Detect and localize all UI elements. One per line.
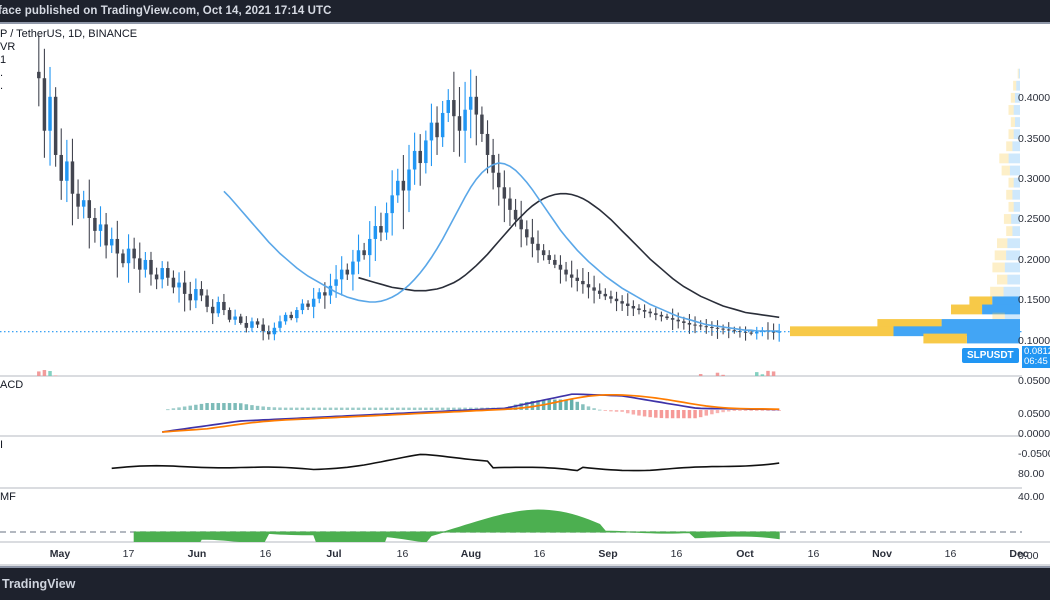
time-axis-label: 16 bbox=[397, 548, 409, 560]
rsi-axis-label: 80.00 bbox=[1018, 468, 1048, 480]
time-axis-label: 16 bbox=[534, 548, 546, 560]
rsi-line bbox=[112, 454, 780, 470]
price-axis-label: 0.2000 bbox=[1018, 254, 1048, 266]
time-axis-label: Oct bbox=[736, 548, 754, 560]
publication-header-bar: face published on TradingView.com, Oct 1… bbox=[0, 0, 1050, 22]
legend-indicator-3[interactable]: . bbox=[0, 67, 137, 80]
rsi-axis-label: 40.00 bbox=[1018, 491, 1048, 503]
legend-indicator-4[interactable]: . bbox=[0, 80, 137, 93]
time-axis-label: May bbox=[50, 548, 70, 560]
time-axis-label: Jun bbox=[188, 548, 207, 560]
macd-histogram bbox=[166, 400, 781, 419]
candlestick-series bbox=[37, 36, 781, 342]
price-axis-label: 0.2500 bbox=[1018, 213, 1048, 225]
time-axis-label: Dec bbox=[1009, 548, 1028, 560]
time-axis-label: 16 bbox=[671, 548, 683, 560]
time-axis-label: 16 bbox=[808, 548, 820, 560]
price-axis-label: 0.0500 bbox=[1018, 375, 1048, 387]
macd-line bbox=[162, 394, 779, 432]
price-axis-label: 0.4000 bbox=[1018, 92, 1048, 104]
chart-legend: P / TetherUS, 1D, BINANCE VR 1 . . bbox=[0, 28, 137, 93]
rsi-panel-label[interactable]: I bbox=[0, 439, 3, 451]
price-axis-label: 0.3500 bbox=[1018, 133, 1048, 145]
macd-axis-label: 0.0500 bbox=[1018, 408, 1048, 420]
macd-panel-label[interactable]: ACD bbox=[0, 379, 23, 391]
macd-signal-line bbox=[162, 395, 779, 432]
tradingview-chart-screenshot: face published on TradingView.com, Oct 1… bbox=[0, 0, 1050, 600]
chart-body[interactable]: P / TetherUS, 1D, BINANCE VR 1 . . bbox=[0, 24, 1050, 566]
macd-axis-label: 0.0000 bbox=[1018, 428, 1048, 440]
volume-profile bbox=[790, 69, 1020, 344]
macd-panel[interactable] bbox=[162, 394, 781, 432]
cmf-panel[interactable] bbox=[0, 510, 1022, 562]
time-axis-label: 17 bbox=[123, 548, 135, 560]
time-axis-label: Nov bbox=[872, 548, 892, 560]
tradingview-logo-text: TradingView bbox=[2, 577, 75, 591]
cmf-panel-label[interactable]: MF bbox=[0, 491, 16, 503]
time-axis-label: Aug bbox=[461, 548, 481, 560]
price-axis-label: 0.1500 bbox=[1018, 294, 1048, 306]
symbol-price-badge[interactable]: SLPUSDT bbox=[962, 348, 1019, 363]
chart-canvas[interactable] bbox=[0, 24, 1050, 566]
legend-indicator-vr[interactable]: VR bbox=[0, 41, 137, 54]
current-price-badge[interactable]: 0.0812 06:45 bbox=[1022, 346, 1050, 368]
time-axis-label: 16 bbox=[945, 548, 957, 560]
time-axis-label: Jul bbox=[326, 548, 341, 560]
time-axis-label: Sep bbox=[598, 548, 617, 560]
rsi-panel[interactable] bbox=[112, 454, 780, 470]
price-panel[interactable] bbox=[0, 36, 1022, 406]
time-axis-label: 16 bbox=[260, 548, 272, 560]
legend-symbol[interactable]: P / TetherUS, 1D, BINANCE bbox=[0, 28, 137, 41]
publication-text: face published on TradingView.com, Oct 1… bbox=[0, 5, 332, 17]
ma-slow-line bbox=[359, 194, 780, 318]
macd-axis-label: -0.0500 bbox=[1018, 448, 1048, 460]
price-axis-label: 0.3000 bbox=[1018, 173, 1048, 185]
branding-footer-bar: TradingView bbox=[0, 568, 1050, 600]
legend-indicator-2[interactable]: 1 bbox=[0, 54, 137, 67]
current-price-countdown: 06:45 bbox=[1024, 357, 1048, 368]
volume-ma-line bbox=[117, 387, 779, 402]
